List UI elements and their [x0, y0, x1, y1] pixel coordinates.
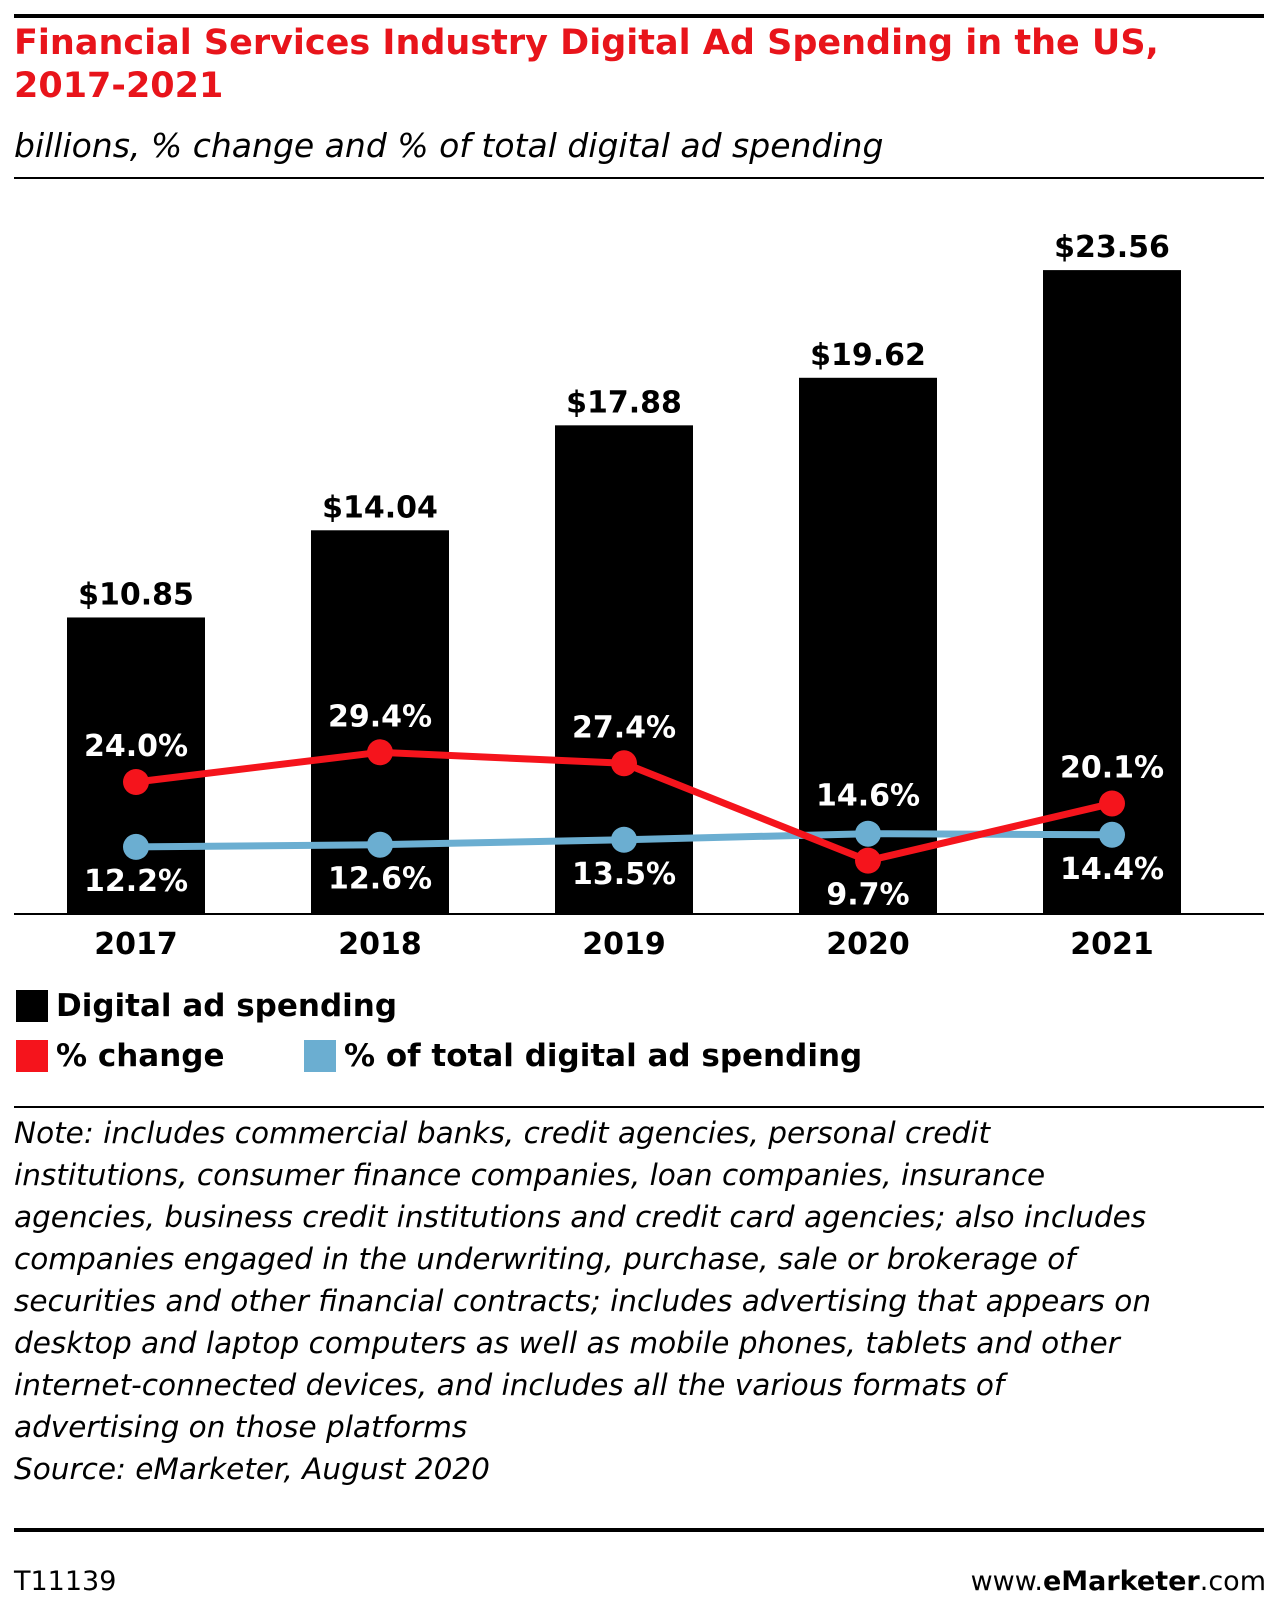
note-line: institutions, consumer finance companies…	[14, 1158, 1046, 1192]
note-line: agencies, business credit institutions a…	[14, 1200, 1147, 1234]
brand-suffix: .com	[1199, 1566, 1266, 1597]
share-label-2017: 12.2%	[84, 864, 188, 899]
change-point-2020	[855, 847, 881, 874]
bar-value-label-2021: $23.56	[1054, 230, 1170, 265]
bar-value-label-2018: $14.04	[322, 490, 438, 525]
legend-label-change: % change	[56, 1038, 225, 1074]
change-label-2017: 24.0%	[84, 729, 188, 764]
share-point-2018	[367, 831, 393, 858]
change-point-2018	[367, 739, 393, 766]
footer-rule	[14, 1528, 1264, 1532]
legend-label-bar: Digital ad spending	[56, 988, 398, 1024]
share-point-2021	[1099, 821, 1125, 848]
change-label-2021: 20.1%	[1060, 750, 1164, 785]
bar-value-label-2019: $17.88	[566, 385, 682, 420]
legend-swatch-change	[16, 1040, 48, 1072]
x-tick-label-2019: 2019	[582, 927, 666, 962]
legend-swatch-bar	[16, 990, 48, 1022]
share-point-2020	[855, 820, 881, 847]
share-label-2021: 14.4%	[1060, 852, 1164, 887]
change-point-2017	[123, 769, 149, 795]
share-point-2019	[611, 826, 637, 853]
x-tick-label-2020: 2020	[826, 927, 910, 962]
change-label-2018: 29.4%	[328, 699, 432, 734]
share-label-2018: 12.6%	[328, 862, 432, 897]
top-rule	[14, 14, 1264, 18]
legend-item-percent-change: % change	[16, 1038, 225, 1074]
note-line: companies engaged in the underwriting, p…	[14, 1242, 1076, 1276]
share-point-2017	[123, 833, 149, 860]
chart: $10.85 $14.04 $17.88 $19.62 $23.56 2017 2018 20…	[14, 230, 1264, 962]
subtitle-rule	[14, 177, 1264, 179]
change-point-2021	[1099, 790, 1125, 817]
legend-swatch-share	[304, 1040, 336, 1072]
x-tick-label-2017: 2017	[94, 927, 178, 962]
change-label-2020: 9.7%	[826, 878, 909, 913]
brand-prefix: www.	[970, 1566, 1043, 1597]
bar-value-label-2020: $19.62	[810, 338, 926, 373]
source-line: Source: eMarketer, August 2020	[14, 1452, 490, 1486]
change-label-2019: 27.4%	[572, 710, 676, 745]
chart-id: T11139	[14, 1566, 117, 1597]
note-line: desktop and laptop computers as well as …	[14, 1326, 1120, 1360]
note-line: advertising on those platforms	[14, 1410, 468, 1444]
legend-item-digital-ad-spending: Digital ad spending	[16, 988, 397, 1024]
share-label-2020: 14.6%	[816, 779, 920, 814]
note-line: securities and other financial contracts…	[14, 1284, 1152, 1318]
chart-subtitle: billions, % change and % of total digita…	[14, 126, 884, 165]
bar-value-label-2017: $10.85	[78, 577, 194, 612]
legend-item-percent-of-total: % of total digital ad spending	[304, 1038, 862, 1074]
change-point-2019	[611, 750, 637, 777]
share-label-2019: 13.5%	[572, 857, 676, 892]
note-line: internet-connected devices, and includes…	[14, 1368, 1005, 1402]
note-rule	[14, 1106, 1264, 1108]
legend-label-share: % of total digital ad spending	[344, 1038, 863, 1074]
chart-title: Financial Services Industry Digital Ad S…	[14, 23, 1159, 106]
brand-link[interactable]: www.eMarketer.com	[971, 1566, 1266, 1597]
bar-2017	[67, 617, 205, 914]
note-line: Note: includes commercial banks, credit …	[14, 1116, 991, 1150]
x-tick-label-2021: 2021	[1070, 927, 1154, 962]
note: Note: includes commercial banks, credit …	[14, 1112, 1264, 1490]
brand-name: eMarketer	[1042, 1566, 1200, 1597]
x-tick-label-2018: 2018	[338, 927, 422, 962]
